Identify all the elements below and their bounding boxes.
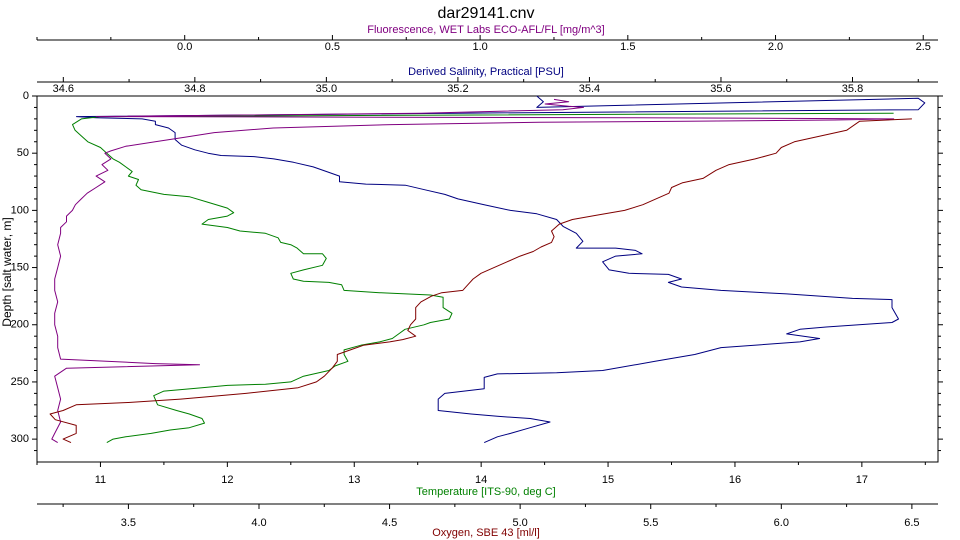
tick-label-temperature: 12 xyxy=(221,474,233,486)
tick-label-salinity: 35.8 xyxy=(842,83,863,95)
tick-label-fluorescence: 1.0 xyxy=(472,41,487,53)
plot-area xyxy=(36,95,939,463)
tick-label-temperature: 13 xyxy=(348,474,360,486)
tick-label-temperature: 11 xyxy=(95,474,106,486)
tick-label-temperature: 17 xyxy=(856,474,868,486)
tick-label-salinity: 35.0 xyxy=(316,83,337,95)
tick-label-oxygen: 4.0 xyxy=(251,517,266,529)
tick-label-oxygen: 5.0 xyxy=(512,517,527,529)
tick-label-salinity: 35.6 xyxy=(710,83,731,95)
tick-label-fluorescence: 2.5 xyxy=(916,41,931,53)
tick-label-oxygen: 6.5 xyxy=(904,517,919,529)
y-tick-label: 100 xyxy=(11,204,29,216)
axis-label-fluorescence: Fluorescence, WET Labs ECO-AFL/FL [mg/m^… xyxy=(367,24,604,36)
tick-label-salinity: 34.8 xyxy=(184,83,205,95)
series-line-fluorescence xyxy=(51,98,895,444)
series-layer xyxy=(49,95,926,444)
tick-label-salinity: 34.6 xyxy=(53,83,74,95)
series-line-oxygen xyxy=(49,118,912,444)
tick-label-oxygen: 3.5 xyxy=(121,517,136,529)
tick-label-oxygen: 5.5 xyxy=(643,517,658,529)
y-tick-label: 300 xyxy=(11,433,29,445)
axes-layer: 0.0 0.5 1.0 1.5 2.0 2.5 34.6 34.8 35.0 35.2 35.4 35… xyxy=(11,35,943,529)
y-tick-label: 0 xyxy=(23,90,29,102)
series-line-temperature xyxy=(72,112,894,444)
tick-label-temperature: 15 xyxy=(602,474,614,486)
tick-label-fluorescence: 2.0 xyxy=(768,41,783,53)
y-tick-label: 150 xyxy=(11,261,29,273)
tick-label-fluorescence: 1.5 xyxy=(620,41,635,53)
tick-label-fluorescence: 0.5 xyxy=(325,41,340,53)
tick-label-salinity: 35.2 xyxy=(447,83,468,95)
chart-title: dar29141.cnv xyxy=(438,5,535,22)
y-tick-label: 250 xyxy=(11,376,29,388)
y-axis-label: Depth [salt water, m] xyxy=(0,217,14,326)
tick-label-fluorescence: 0.0 xyxy=(177,41,192,53)
axis-label-salinity: Derived Salinity, Practical [PSU] xyxy=(408,66,564,78)
tick-label-oxygen: 6.0 xyxy=(774,517,789,529)
series-line-salinity xyxy=(76,95,926,444)
axis-label-oxygen: Oxygen, SBE 43 [ml/l] xyxy=(432,527,540,539)
axis-label-temperature: Temperature [ITS-90, deg C] xyxy=(416,486,555,498)
tick-label-temperature: 14 xyxy=(475,474,487,486)
tick-label-oxygen: 4.5 xyxy=(382,517,397,529)
y-tick-label: 200 xyxy=(11,319,29,331)
tick-label-salinity: 35.4 xyxy=(579,83,600,95)
tick-label-temperature: 16 xyxy=(729,474,741,486)
y-tick-label: 50 xyxy=(17,147,29,159)
